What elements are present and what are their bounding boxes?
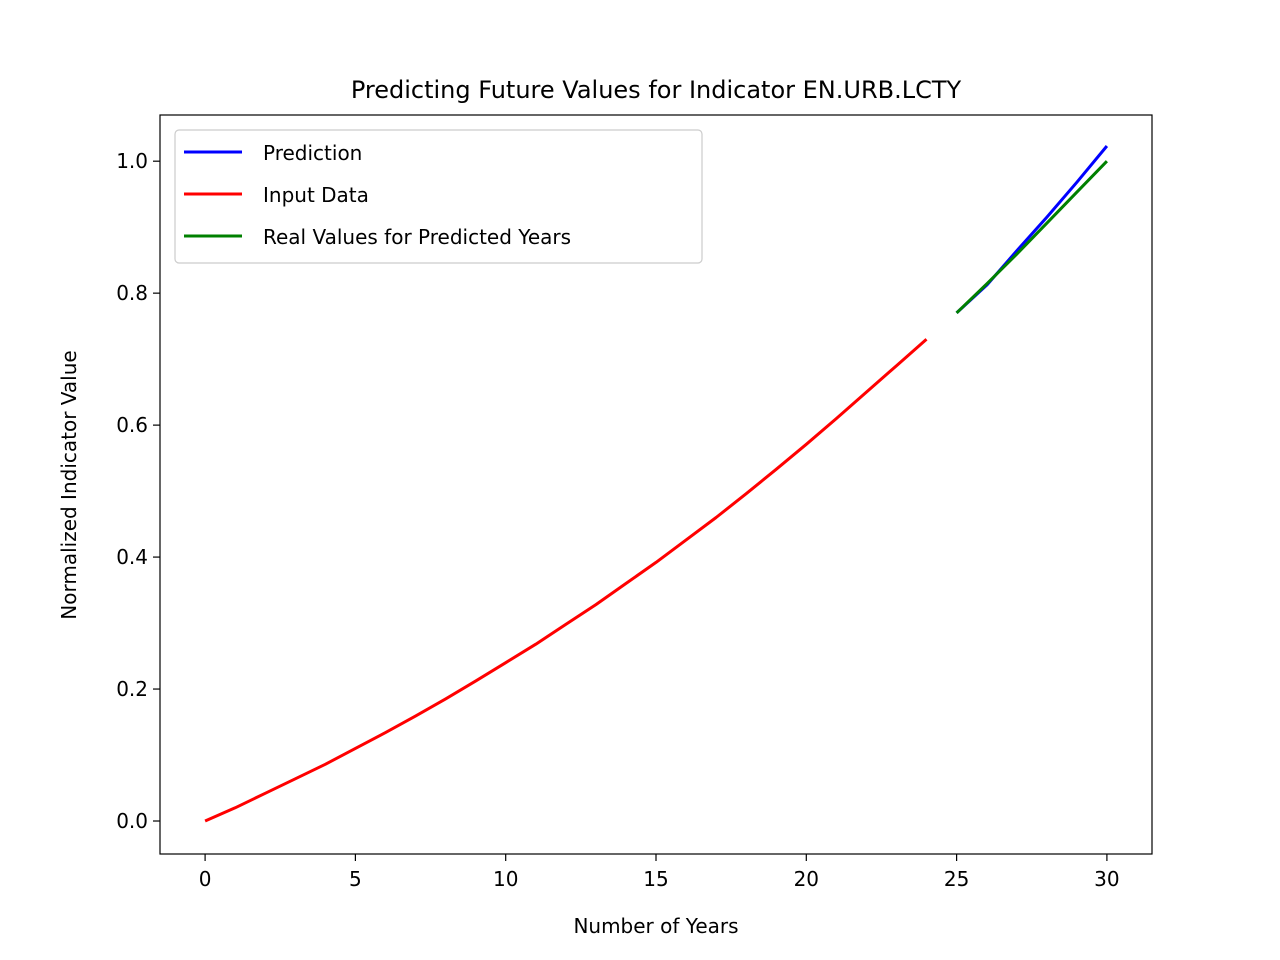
plot-frame: [159, 114, 1153, 855]
x-tick-label: 20: [794, 867, 819, 891]
series-line-1: [204, 338, 928, 823]
legend-label: Prediction: [263, 141, 362, 165]
series-line-2: [955, 160, 1108, 314]
x-axis-label: Number of Years: [573, 914, 738, 938]
x-tick-label: 25: [944, 867, 969, 891]
y-tick-label: 0.2: [116, 677, 148, 701]
x-tick-label: 10: [493, 867, 518, 891]
y-tick-label: 0.4: [116, 545, 148, 569]
legend-box: [174, 129, 703, 264]
x-tick-label: 0: [199, 867, 212, 891]
y-axis-label: Normalized Indicator Value: [57, 350, 81, 619]
y-tick-label: 0.8: [116, 281, 148, 305]
y-tick-label: 0.0: [116, 809, 148, 833]
y-tick-label: 1.0: [116, 149, 148, 173]
y-tick-label: 0.6: [116, 413, 148, 437]
plot-area: [204, 145, 1109, 823]
x-tick-label: 15: [643, 867, 668, 891]
x-tick-label: 30: [1094, 867, 1119, 891]
legend-label: Input Data: [263, 183, 369, 207]
axis-ticks: 0 5 10 15 20 25 30 0.0 0.2 0.4 0.6 0.8 1.0: [116, 149, 1119, 891]
legend: Prediction Input Data Real Values for Pred…: [174, 129, 703, 264]
chart-title: Predicting Future Values for Indicator E…: [351, 76, 962, 104]
x-tick-label: 5: [349, 867, 362, 891]
legend-label: Real Values for Predicted Years: [263, 225, 571, 249]
